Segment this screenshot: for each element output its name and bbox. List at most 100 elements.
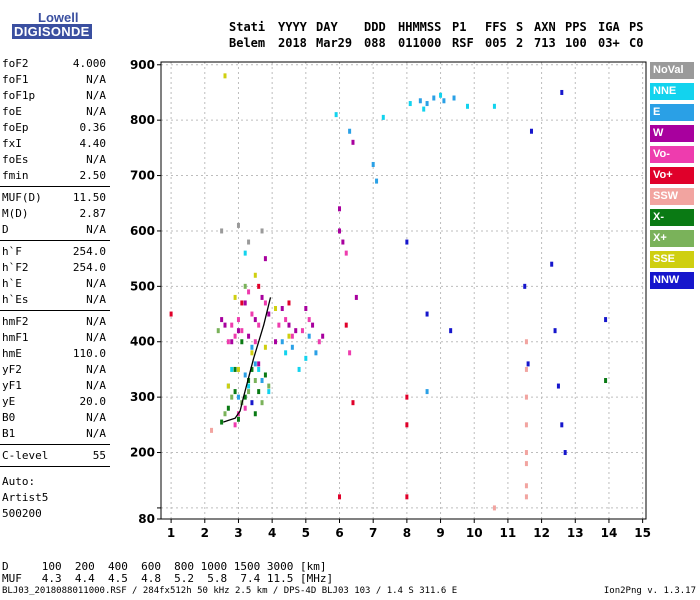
param-name: h`E xyxy=(2,277,22,290)
echo-point-nne xyxy=(422,106,426,112)
echo-point-nnw xyxy=(449,328,453,334)
param-value: N/A xyxy=(86,153,106,166)
header-value-10: 03+ xyxy=(598,36,620,50)
echo-point-ssw xyxy=(524,394,528,400)
echo-point-x xyxy=(233,366,237,372)
echo-point-vo xyxy=(344,250,348,256)
echo-point-nne xyxy=(381,114,385,120)
echo-point-vo xyxy=(284,317,288,323)
echo-point-w xyxy=(351,139,355,145)
echo-point-ssw xyxy=(524,494,528,500)
param-separator xyxy=(0,466,110,467)
header-label-5: P1 xyxy=(452,20,467,34)
echo-point-vo xyxy=(263,300,267,306)
legend-item-nnw: NNW xyxy=(650,272,694,289)
echo-point-noval xyxy=(220,228,224,234)
x-tick-label: 5 xyxy=(302,526,310,540)
param-value: 0.36 xyxy=(79,121,107,134)
legend-item-e: E xyxy=(650,104,694,121)
param-row-params_d-1: hmF1 N/A xyxy=(2,331,106,347)
echo-point-w xyxy=(304,306,308,312)
echo-point-nnw xyxy=(405,239,409,245)
echo-point-w xyxy=(230,339,234,345)
echo-point-nne xyxy=(334,112,338,118)
echo-point-e xyxy=(432,95,436,101)
echo-point-x xyxy=(220,419,224,425)
echo-point-vo xyxy=(233,422,237,428)
param-name: yE xyxy=(2,395,16,408)
y-tick-label: 800 xyxy=(130,113,155,127)
x-tick-label: 8 xyxy=(403,526,411,540)
echo-point-vo xyxy=(405,394,409,400)
echo-point-x xyxy=(250,366,254,372)
legend-item-noval: NoVal xyxy=(650,62,694,79)
x-tick-label: 3 xyxy=(234,526,242,540)
param-name: foE xyxy=(2,105,22,118)
echo-point-e xyxy=(243,372,247,378)
echo-point-nnw xyxy=(560,89,564,95)
param-row-params_d-7: B1 N/A xyxy=(2,427,106,443)
header-value-9: 100 xyxy=(565,36,587,50)
x-tick-label: 9 xyxy=(436,526,444,540)
header-value-5: RSF xyxy=(452,36,474,50)
echo-point-x xyxy=(240,400,244,406)
param-name: M(D) xyxy=(2,207,29,220)
x-tick-label: 14 xyxy=(601,526,618,540)
param-value: N/A xyxy=(86,331,106,344)
echo-point-x xyxy=(223,411,227,417)
echo-point-x xyxy=(260,400,264,406)
param-value: 11.50 xyxy=(72,191,106,204)
echo-point-vo xyxy=(344,322,348,328)
x-tick-label: 2 xyxy=(201,526,209,540)
y-tick-label: 80 xyxy=(138,512,155,526)
echo-point-nnw xyxy=(563,450,567,456)
param-name: B1 xyxy=(2,427,16,440)
echo-point-nnw xyxy=(604,317,608,323)
echo-point-w xyxy=(257,361,261,367)
echo-point-nne xyxy=(297,366,301,372)
echo-point-w xyxy=(274,339,278,345)
param-value: N/A xyxy=(86,223,106,236)
echo-point-vo xyxy=(307,317,311,323)
echo-point-vo xyxy=(230,322,234,328)
echo-point-e xyxy=(418,98,422,104)
param-name: hmE xyxy=(2,347,22,360)
y-tick-label: 300 xyxy=(130,390,155,404)
logo-digisonde-text: DIGISONDE xyxy=(12,24,92,39)
y-tick-label: 200 xyxy=(130,446,155,460)
header-label-2: DAY xyxy=(316,20,338,34)
param-name: fmin xyxy=(2,169,29,182)
echo-point-vo xyxy=(240,328,244,334)
param-value: N/A xyxy=(86,105,106,118)
legend-item-w: W xyxy=(650,125,694,142)
echo-point-vo xyxy=(226,339,230,345)
footer-distance-row: D 100 200 400 600 800 1000 1500 3000 [km… xyxy=(2,560,327,573)
autoscaling-info-line: Artist5 xyxy=(2,491,49,504)
param-name: h`F xyxy=(2,245,22,258)
footer-file-info: BLJ03_2018088011000.RSF / 284fx512h 50 k… xyxy=(2,586,458,596)
param-row-params_a-5: fxI 4.40 xyxy=(2,137,106,153)
header-label-1: YYYY xyxy=(278,20,307,34)
echo-point-vo xyxy=(277,322,281,328)
param-row-params_b-2: D N/A xyxy=(2,223,106,239)
header-value-0: Belem xyxy=(229,36,266,50)
param-row-params_b-1: M(D) 2.87 xyxy=(2,207,106,223)
echo-point-nne xyxy=(257,366,261,372)
x-tick-label: 11 xyxy=(500,526,517,540)
echo-point-w xyxy=(311,322,315,328)
x-tick-label: 1 xyxy=(167,526,175,540)
param-value: N/A xyxy=(86,73,106,86)
echo-point-sse xyxy=(253,272,257,278)
header-value-2: Mar29 xyxy=(316,36,353,50)
echo-point-e xyxy=(307,333,311,339)
param-value: N/A xyxy=(86,379,106,392)
param-row-params_d-3: yF2 N/A xyxy=(2,363,106,379)
echo-point-w xyxy=(280,306,284,312)
legend-item-sse: SSE xyxy=(650,251,694,268)
echo-point-vo xyxy=(233,333,237,339)
header-label-8: AXN xyxy=(534,20,556,34)
echo-point-nne xyxy=(439,92,443,98)
echo-point-x xyxy=(247,389,251,395)
header-value-3: 088 xyxy=(364,36,386,50)
echo-point-vo xyxy=(257,322,261,328)
